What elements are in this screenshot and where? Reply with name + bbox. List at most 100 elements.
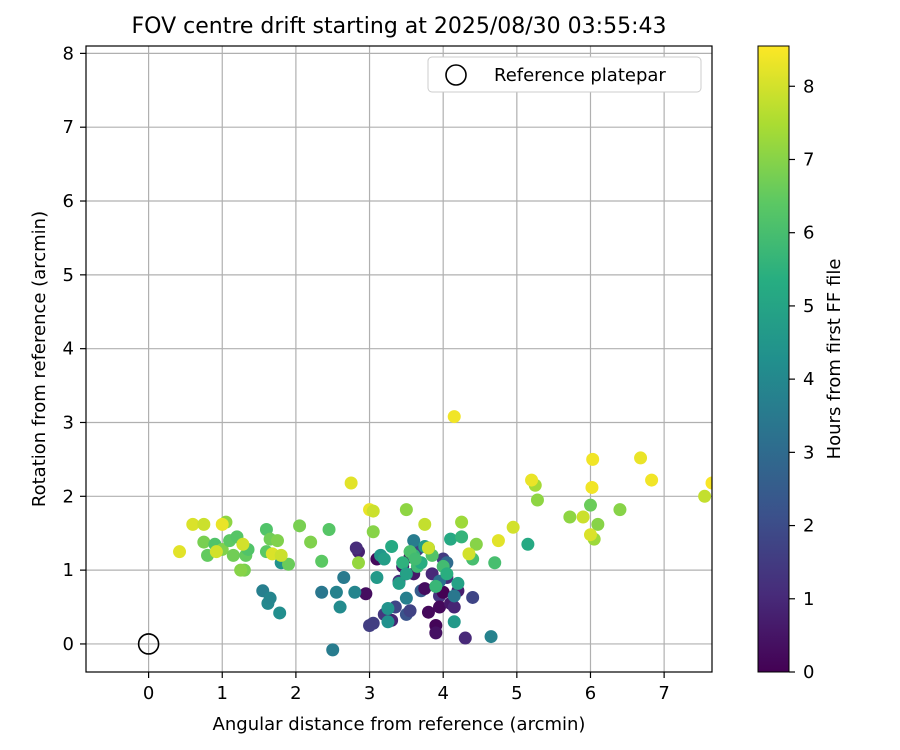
data-point <box>583 498 597 512</box>
data-point <box>462 547 476 561</box>
data-point <box>263 591 277 605</box>
grid-lines <box>86 46 712 672</box>
legend-label: Reference platepar <box>494 65 666 86</box>
data-point <box>197 535 211 549</box>
data-point <box>399 591 413 605</box>
data-point <box>359 587 373 601</box>
data-point <box>385 540 399 554</box>
data-point <box>451 576 465 590</box>
data-point <box>396 556 410 570</box>
colorbar-tick-label: 5 <box>803 296 814 317</box>
data-point <box>586 452 600 466</box>
data-point <box>293 519 307 533</box>
data-point <box>326 643 340 657</box>
data-point <box>433 600 447 614</box>
x-axis-ticks: 0 1 2 3 4 5 6 7 <box>143 672 670 704</box>
colorbar-frame <box>757 45 790 673</box>
data-point <box>447 600 461 614</box>
colorbar-ticks: 0 1 2 3 4 5 6 7 8 <box>789 76 814 683</box>
data-point <box>209 545 223 559</box>
data-point <box>186 517 200 531</box>
colorbar <box>758 46 789 672</box>
data-point <box>304 535 318 549</box>
data-point <box>173 545 187 559</box>
x-tick-label: 1 <box>217 683 228 704</box>
data-point <box>403 604 417 618</box>
data-point <box>455 530 469 544</box>
data-point <box>563 510 577 524</box>
colorbar-tick-label: 6 <box>803 223 814 244</box>
y-axis-label: Rotation from reference (arcmin) <box>29 211 50 507</box>
data-point <box>197 517 211 531</box>
colorbar-label: Hours from first FF file <box>824 259 845 460</box>
data-point <box>337 571 351 585</box>
data-point <box>407 534 421 548</box>
data-point <box>408 552 422 566</box>
data-point <box>399 503 413 517</box>
data-point <box>613 503 627 517</box>
y-tick-label: 8 <box>63 43 74 64</box>
data-point <box>585 480 599 494</box>
data-point <box>530 493 544 507</box>
plot-frame <box>85 45 713 673</box>
x-tick-label: 7 <box>658 683 669 704</box>
x-tick-label: 5 <box>511 683 522 704</box>
data-point <box>215 517 229 531</box>
data-point <box>444 532 458 546</box>
data-point <box>645 473 659 487</box>
data-point <box>366 504 380 518</box>
data-point <box>234 563 248 577</box>
data-points <box>173 410 712 657</box>
data-point <box>458 631 472 645</box>
data-point <box>399 567 413 581</box>
y-tick-label: 4 <box>63 339 74 360</box>
x-tick-label: 6 <box>585 683 596 704</box>
colorbar-tick-label: 1 <box>803 589 814 610</box>
data-point <box>429 626 443 640</box>
y-tick-label: 1 <box>63 560 74 581</box>
colorbar-tick-label: 4 <box>803 369 814 390</box>
data-point <box>634 451 648 465</box>
data-point <box>270 534 284 548</box>
legend-box <box>427 56 702 93</box>
data-point <box>351 556 365 570</box>
data-point <box>381 602 395 616</box>
colorbar-tick-label: 3 <box>803 442 814 463</box>
data-point <box>363 618 377 632</box>
data-point <box>348 585 362 599</box>
x-tick-label: 4 <box>437 683 448 704</box>
data-point <box>521 537 535 551</box>
data-point <box>392 576 406 590</box>
data-point <box>583 528 597 542</box>
data-point <box>469 537 483 551</box>
data-point <box>525 473 539 487</box>
data-point <box>370 571 384 585</box>
y-tick-label: 6 <box>63 191 74 212</box>
x-tick-label: 2 <box>290 683 301 704</box>
data-point <box>333 600 347 614</box>
legend: Reference platepar <box>427 56 702 93</box>
data-point <box>440 567 454 581</box>
data-point <box>429 579 443 593</box>
data-point <box>421 541 435 555</box>
colorbar-tick-label: 0 <box>803 662 814 683</box>
y-tick-label: 0 <box>63 634 74 655</box>
data-point <box>455 515 469 529</box>
data-point <box>418 517 432 531</box>
data-point <box>226 548 240 562</box>
x-tick-label: 0 <box>143 683 154 704</box>
colorbar-tick-label: 2 <box>803 516 814 537</box>
data-point <box>329 585 343 599</box>
y-axis-ticks: 0 1 2 3 4 5 6 7 8 <box>63 43 86 655</box>
data-point <box>447 410 461 424</box>
data-point <box>273 606 287 620</box>
data-point <box>236 537 250 551</box>
data-point <box>315 554 329 568</box>
colorbar-tick-label: 7 <box>803 149 814 170</box>
data-point <box>466 590 480 604</box>
y-tick-label: 3 <box>63 412 74 433</box>
x-tick-label: 3 <box>364 683 375 704</box>
data-point <box>484 630 498 644</box>
data-point <box>349 541 363 555</box>
